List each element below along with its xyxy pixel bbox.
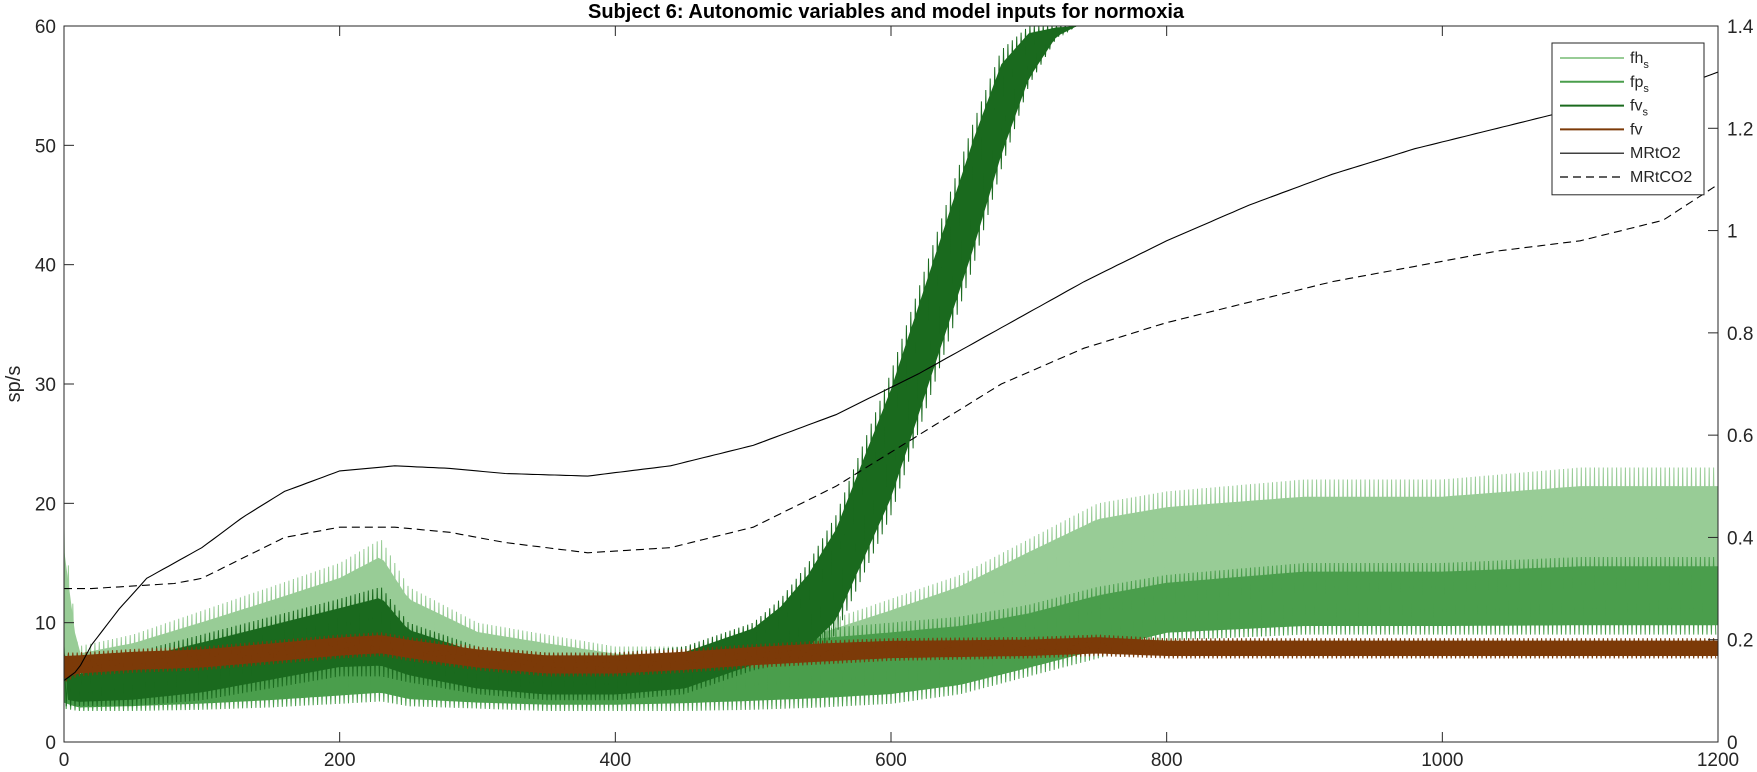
x-axis: 0 200 400 600 800 1000 1200 (59, 26, 1739, 771)
legend-label-subscript: s (1643, 59, 1649, 71)
legend-label-subscript: s (1642, 107, 1648, 119)
legend-label-name: fh (1630, 50, 1643, 67)
y-left-tick-label: 20 (35, 494, 56, 515)
y-right-tick-label: 1 (1727, 222, 1738, 243)
x-tick-label: 400 (599, 750, 631, 771)
y-left-tick-label: 40 (35, 256, 56, 277)
legend-label-0: fhs (1630, 50, 1649, 71)
legend-box (1551, 42, 1705, 196)
y-right-tick-label: 1.4 (1727, 17, 1754, 38)
y-right-tick-label: 0.4 (1727, 528, 1754, 549)
legend-label-4: MRtO2 (1630, 145, 1681, 162)
band-layer (64, 26, 1718, 712)
y-left-tick-label: 50 (35, 136, 56, 157)
x-tick-label: 200 (324, 750, 356, 771)
legend-label-2: fvs (1630, 98, 1648, 119)
y-left-tick-label: 0 (45, 733, 56, 754)
line-MRtO2 (64, 71, 1718, 682)
band-signal-1 (64, 556, 1717, 712)
x-tick-label: 1000 (1421, 750, 1463, 771)
band-signal-3 (64, 632, 1717, 682)
y-axis-label: sp/s (3, 366, 25, 403)
y-right-tick-label: 1.2 (1727, 119, 1753, 140)
y-right-tick-label: 0.8 (1727, 324, 1753, 345)
line-MRtCO2 (64, 184, 1718, 590)
y-left-tick-label: 30 (35, 375, 56, 396)
y-axis-left: 0 10 20 30 40 50 60 (35, 17, 74, 754)
y-left-tick-label: 60 (35, 17, 56, 38)
y-right-tick-label: 0.2 (1727, 631, 1753, 652)
legend-label-name: fv (1630, 98, 1642, 115)
x-tick-label: 1200 (1697, 750, 1739, 771)
y-right-tick-label: 0.6 (1727, 426, 1753, 447)
y-left-tick-label: 10 (35, 614, 56, 635)
x-tick-label: 800 (1151, 750, 1183, 771)
legend-label-name: MRtCO2 (1630, 169, 1692, 186)
legend-label-1: fps (1630, 74, 1649, 95)
legend-label-name: fp (1630, 74, 1643, 91)
legend-label-name: MRtO2 (1630, 145, 1681, 162)
legend-label-5: MRtCO2 (1630, 169, 1692, 186)
x-tick-label: 600 (875, 750, 907, 771)
y-right-tick-label: 0 (1727, 733, 1738, 754)
legend-label-name: fv (1630, 121, 1642, 138)
chart-title: Subject 6: Autonomic variables and model… (588, 1, 1185, 23)
y-axis-right: 0 0.2 0.4 0.6 0.8 1 1.2 1.4 (1708, 17, 1754, 754)
line-layer (64, 71, 1718, 682)
legend-label-3: fv (1630, 121, 1642, 138)
x-tick-label: 0 (59, 750, 70, 771)
legend-label-subscript: s (1643, 83, 1649, 95)
